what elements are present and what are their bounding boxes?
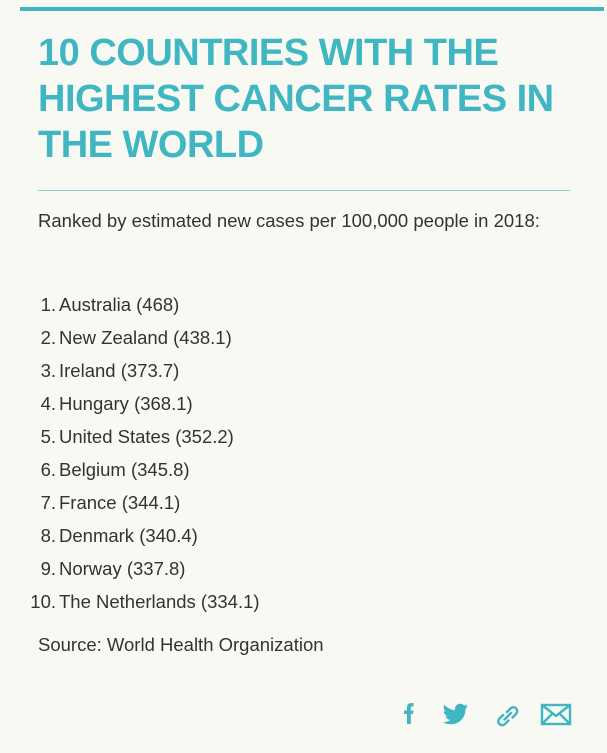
- list-item: 9. Norway (337.8): [0, 555, 260, 588]
- rank: 1.: [40, 294, 56, 315]
- entry: Belgium (345.8): [59, 459, 190, 480]
- link-icon[interactable]: [497, 706, 519, 727]
- entry: Ireland (373.7): [59, 360, 180, 381]
- rank: 7.: [40, 492, 56, 513]
- rank: 10.: [30, 591, 56, 612]
- list-item: 2. New Zealand (438.1): [0, 324, 260, 357]
- title: 10 COUNTRIES WITH THE HIGHEST CANCER RAT…: [38, 32, 554, 166]
- entry: Norway (337.8): [59, 558, 186, 579]
- list-item: 4. Hungary (368.1): [0, 390, 260, 423]
- list-item: 7. France (344.1): [0, 489, 260, 522]
- list-item: 1. Australia (468): [0, 291, 260, 324]
- list-item: 5. United States (352.2): [0, 423, 260, 456]
- entry: Hungary (368.1): [59, 393, 193, 414]
- source: Source: World Health Organization: [38, 634, 324, 655]
- divider: [38, 190, 570, 191]
- rank: 5.: [40, 426, 56, 447]
- twitter-icon[interactable]: [442, 703, 468, 725]
- facebook-icon[interactable]: [404, 703, 414, 724]
- rank: 2.: [40, 327, 56, 348]
- entry: The Netherlands (334.1): [59, 591, 260, 612]
- share-icons: [404, 703, 572, 727]
- entry: New Zealand (438.1): [59, 327, 232, 348]
- rank: 9.: [40, 558, 56, 579]
- list-item: 8. Denmark (340.4): [0, 522, 260, 555]
- top-bar: [20, 7, 604, 11]
- entry: France (344.1): [59, 492, 181, 513]
- ranking-list: 1. Australia (468) 2. New Zealand (438.1) 3.…: [0, 291, 260, 621]
- email-icon[interactable]: [540, 703, 572, 726]
- rank: 8.: [40, 525, 56, 546]
- subtitle: Ranked by estimated new cases per 100,00…: [38, 210, 540, 231]
- rank: 4.: [40, 393, 56, 414]
- rank: 6.: [40, 459, 56, 480]
- list-item: 6. Belgium (345.8): [0, 456, 260, 489]
- rank: 3.: [40, 360, 56, 381]
- entry: Australia (468): [59, 294, 180, 315]
- list-item: 3. Ireland (373.7): [0, 357, 260, 390]
- entry: United States (352.2): [59, 426, 234, 447]
- list-item: 10. The Netherlands (334.1): [0, 588, 260, 621]
- entry: Denmark (340.4): [59, 525, 198, 546]
